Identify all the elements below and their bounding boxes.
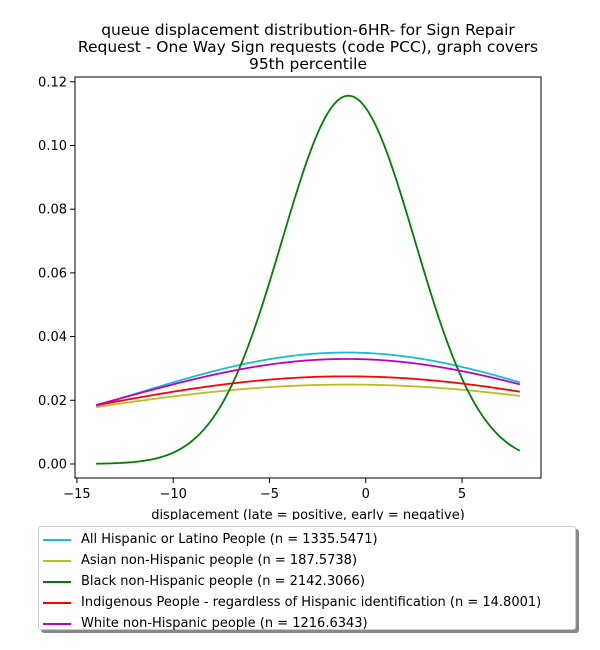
y-tick-label: 0.12	[38, 75, 67, 90]
legend-item: Black non-Hispanic people (n = 2142.3066…	[43, 571, 575, 592]
chart-title-line-1: queue displacement distribution-6HR- for…	[101, 21, 515, 39]
legend-swatch	[43, 538, 71, 541]
chart-title: queue displacement distribution-6HR- for…	[78, 21, 538, 73]
y-tick-label: 0.00	[38, 457, 67, 472]
plot-frame	[74, 76, 542, 479]
legend-label: White non-Hispanic people (n = 1216.6343…	[81, 616, 368, 631]
x-tick-label: 0	[362, 487, 370, 502]
y-tick-label: 0.06	[38, 266, 67, 281]
legend-item: Indigenous People - regardless of Hispan…	[43, 592, 575, 613]
legend-swatch	[43, 622, 71, 625]
legend-swatch	[43, 601, 71, 604]
chart-title-line-3: 95th percentile	[249, 55, 367, 73]
legend-item: Asian non-Hispanic people (n = 187.5738)	[43, 550, 575, 571]
legend-item: White non-Hispanic people (n = 1216.6343…	[43, 613, 575, 634]
legend-item: All Hispanic or Latino People (n = 1335.…	[43, 529, 575, 550]
series-line-1	[96, 383, 520, 409]
legend-label: All Hispanic or Latino People (n = 1335.…	[81, 532, 378, 547]
series-line-0	[95, 351, 521, 407]
y-axis-ticks: 0.00 0.02 0.04 0.06 0.08 0.10 0.12	[38, 75, 75, 472]
y-tick-label: 0.02	[38, 394, 67, 409]
legend-swatch	[43, 559, 71, 562]
chart: queue displacement distribution-6HR- for…	[38, 21, 542, 520]
y-tick-label: 0.04	[38, 330, 67, 345]
x-tick-label: 5	[458, 487, 466, 502]
x-tick-label: −10	[159, 487, 186, 502]
series-layer	[95, 94, 521, 465]
legend-swatch	[43, 580, 71, 583]
chart-title-line-2: Request - One Way Sign requests (code PC…	[78, 38, 538, 56]
y-tick-label: 0.10	[38, 139, 67, 154]
series-line-4	[95, 358, 521, 406]
y-tick-label: 0.08	[38, 203, 67, 218]
legend: All Hispanic or Latino People (n = 1335.…	[38, 526, 576, 631]
legend-label: Indigenous People - regardless of Hispan…	[81, 595, 542, 610]
series-line-2	[96, 94, 521, 465]
legend-label: Asian non-Hispanic people (n = 187.5738)	[81, 553, 358, 568]
legend-label: Black non-Hispanic people (n = 2142.3066…	[81, 574, 365, 589]
series-line-3	[96, 375, 520, 407]
x-tick-label: −5	[260, 487, 279, 502]
x-axis-ticks: −15 −10 −5 0 5	[63, 478, 466, 502]
x-tick-label: −15	[63, 487, 90, 502]
x-axis-label: displacement (late = positive, early = n…	[151, 508, 465, 520]
